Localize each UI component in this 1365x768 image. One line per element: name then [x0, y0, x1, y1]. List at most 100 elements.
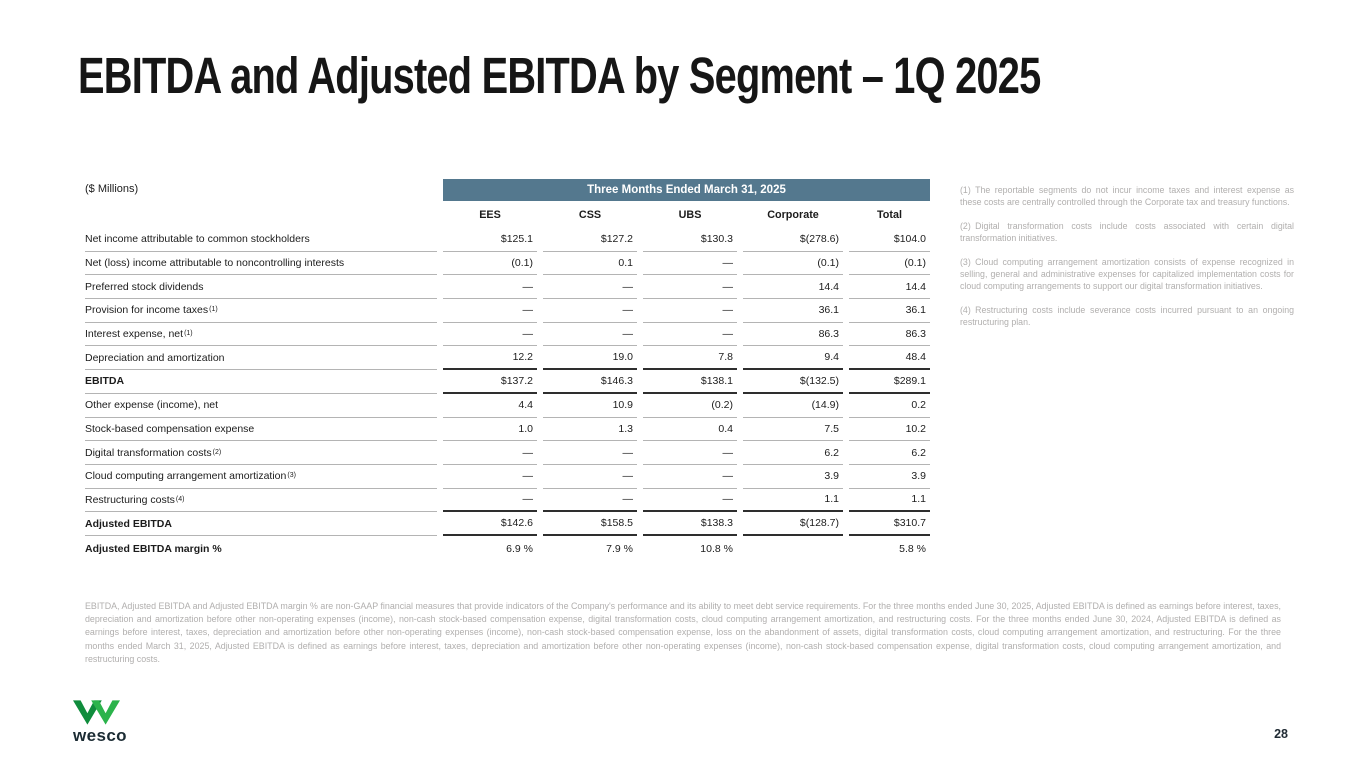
cell-value: (14.9) [743, 394, 843, 418]
cell-value: 36.1 [743, 299, 843, 323]
cell-value: 3.9 [743, 465, 843, 489]
cell-value: $125.1 [443, 228, 537, 252]
cell-value: 10.9 [543, 394, 637, 418]
cell-value: $(278.6) [743, 228, 843, 252]
cell-value: 14.4 [849, 275, 930, 300]
cell-value: $142.6 [443, 512, 537, 536]
table-row: Digital transformation costs (2) — — —6.2 6.2 [85, 441, 930, 465]
footnote: (1) The reportable segments do not incur… [960, 185, 1294, 208]
cell-value: — [543, 489, 637, 513]
cell-value: — [643, 441, 737, 465]
column-header-spacer [85, 201, 437, 228]
cell-value: 7.8 [643, 346, 737, 371]
cell-value: — [543, 465, 637, 489]
cell-value: (0.1) [743, 252, 843, 276]
row-label: Depreciation and amortization [85, 346, 437, 371]
cell-value: — [643, 323, 737, 347]
cell-value: $289.1 [849, 370, 930, 394]
cell-value: — [443, 489, 537, 513]
cell-value: — [443, 441, 537, 465]
cell-value: — [543, 275, 637, 300]
disclaimer-text: EBITDA, Adjusted EBITDA and Adjusted EBI… [85, 601, 1281, 664]
row-label: Adjusted EBITDA margin % [85, 542, 222, 555]
row-label: Preferred stock dividends [85, 275, 437, 300]
row-label: Net income attributable to common stockh… [85, 228, 437, 252]
cell-value: 7.9 % [606, 542, 633, 555]
column-header: CSS [578, 208, 602, 221]
cell-value [743, 536, 843, 562]
column-header: Corporate [767, 208, 819, 221]
cell-value: $127.2 [543, 228, 637, 252]
cell-value: 3.9 [849, 465, 930, 489]
page-number: 28 [1274, 727, 1288, 741]
cell-value: 10.2 [849, 418, 930, 442]
row-label: EBITDA [85, 370, 437, 394]
cell-value: 1.3 [543, 418, 637, 442]
footnote: (3) Cloud computing arrangement amortiza… [960, 256, 1294, 292]
cell-value: 6.9 % [506, 542, 533, 555]
row-label: Provision for income taxes (1) [85, 299, 437, 323]
cell-value: $130.3 [643, 228, 737, 252]
row-label: Net (loss) income attributable to noncon… [85, 252, 437, 276]
table-row: Cloud computing arrangement amortization… [85, 465, 930, 489]
cell-value: — [643, 299, 737, 323]
footnotes-block: (1) The reportable segments do not incur… [960, 184, 1294, 340]
cell-value: — [643, 275, 737, 300]
cell-value: — [543, 441, 637, 465]
footnote: (2) Digital transformation costs include… [960, 220, 1294, 244]
table-rows: Net income attributable to common stockh… [85, 228, 930, 562]
row-label: Cloud computing arrangement amortization… [85, 465, 437, 489]
table-row: Other expense (income), net 4.4 10.9 (0.2)(… [85, 394, 930, 418]
cell-value: — [443, 275, 537, 300]
period-header-label: Three Months Ended March 31, 2025 [587, 184, 786, 196]
cell-value: — [643, 489, 737, 513]
cell-value: — [443, 323, 537, 347]
column-header: Total [877, 208, 902, 221]
cell-value: 14.4 [743, 275, 843, 300]
cell-value: — [643, 252, 737, 276]
cell-value: $(128.7) [743, 512, 843, 536]
brand-wordmark: wesco [73, 726, 127, 745]
cell-value: 36.1 [849, 299, 930, 323]
row-label: Restructuring costs (4) [85, 489, 437, 513]
table-row: Depreciation and amortization 12.2 19.0 7.8… [85, 346, 930, 371]
cell-value: (0.1) [443, 252, 537, 276]
table-row: Adjusted EBITDA margin % 6.9 % 7.9 % 10.8 %… [85, 536, 930, 562]
period-header-bar: Three Months Ended March 31, 2025 [443, 179, 930, 201]
cell-value: 6.2 [849, 441, 930, 465]
cell-value: (0.1) [849, 252, 930, 276]
cell-value: 4.4 [443, 394, 537, 418]
cell-value: $104.0 [849, 228, 930, 252]
cell-value: 9.4 [743, 346, 843, 371]
page-title: EBITDA and Adjusted EBITDA by Segment – … [78, 47, 1041, 104]
table-row: Net income attributable to common stockh… [85, 228, 930, 252]
cell-value: 0.1 [543, 252, 637, 276]
cell-value: 0.2 [849, 394, 930, 418]
cell-value: 48.4 [849, 346, 930, 371]
cell-value: 19.0 [543, 346, 637, 371]
table-row: Preferred stock dividends — — —14.4 14.4 [85, 275, 930, 300]
cell-value: 1.1 [743, 489, 843, 513]
cell-value: 10.8 % [700, 542, 733, 555]
cell-value: 0.4 [643, 418, 737, 442]
row-label: Adjusted EBITDA [85, 512, 437, 536]
cell-value: $137.2 [443, 370, 537, 394]
table-row: Interest expense, net (1) — — —86.3 86.3 [85, 323, 930, 347]
cell-value: 1.1 [849, 489, 930, 513]
cell-value: — [643, 465, 737, 489]
cell-value: $310.7 [849, 512, 930, 536]
cell-value: $158.5 [543, 512, 637, 536]
row-label: Stock-based compensation expense [85, 418, 437, 442]
table-row: Restructuring costs (4) — — —1.1 1.1 [85, 489, 930, 513]
table-row: Stock-based compensation expense 1.0 1.3 0.… [85, 418, 930, 442]
cell-value: — [443, 299, 537, 323]
cell-value: — [543, 299, 637, 323]
row-label: Other expense (income), net [85, 394, 437, 418]
wesco-w-icon [73, 700, 120, 725]
cell-value: 1.0 [443, 418, 537, 442]
units-label: ($ Millions) [85, 183, 139, 195]
cell-value: $(132.5) [743, 370, 843, 394]
cell-value: 5.8 % [899, 542, 926, 555]
footnote: (4) Restructuring costs include severanc… [960, 304, 1294, 328]
